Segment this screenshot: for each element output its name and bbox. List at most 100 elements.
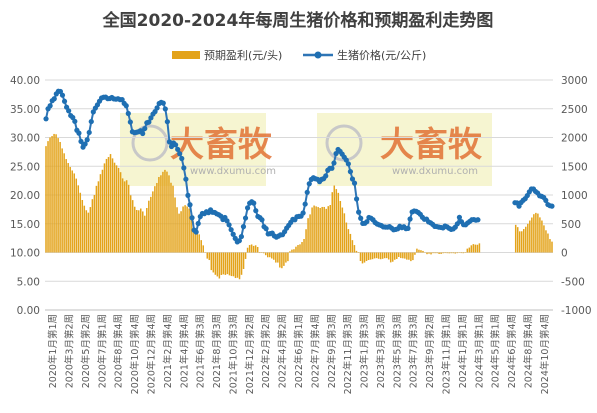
price-point (177, 151, 183, 157)
profit-bar (75, 178, 77, 253)
left-axis-tick-label: 40.00 (10, 75, 40, 87)
profit-bar (164, 169, 166, 253)
profit-bar (69, 167, 71, 253)
profit-bar (156, 182, 158, 253)
profit-bar (81, 200, 84, 253)
price-point (66, 108, 72, 114)
watermark-left-logo (131, 124, 169, 162)
profit-bar (121, 178, 124, 253)
profit-bars (45, 133, 553, 280)
x-axis-tick-label: 2024年6月第4周 (506, 314, 518, 388)
profit-bar (258, 252, 261, 254)
profit-bar (389, 252, 392, 263)
profit-bar (446, 252, 448, 254)
profit-bar (543, 225, 545, 253)
profit-bar (533, 214, 535, 253)
profit-bar (297, 245, 299, 253)
profit-bar (101, 169, 104, 253)
profit-bar (65, 159, 67, 253)
profit-bar (379, 252, 382, 260)
profit-bar (323, 206, 325, 253)
profit-bar (456, 252, 458, 254)
profit-bar (244, 252, 247, 259)
profit-bar (71, 170, 73, 253)
price-point (300, 210, 306, 216)
x-axis-tick-label: 2022年9月第3周 (326, 314, 338, 388)
profit-bar (414, 252, 416, 255)
profit-bar (262, 252, 265, 254)
right-axis-tick-label: 2500 (561, 104, 588, 116)
profit-bar (51, 136, 53, 253)
price-point (142, 125, 148, 132)
profit-bar (168, 175, 170, 253)
profit-bar (295, 246, 297, 253)
profit-bar (402, 252, 404, 259)
profit-bar (428, 252, 430, 254)
price-point (86, 129, 92, 136)
price-point (119, 97, 125, 103)
profit-bar (317, 207, 319, 253)
x-axis-tick-label: 2021年2月第4周 (162, 314, 174, 388)
left-axis-tick-label: 15.00 (10, 219, 40, 231)
profit-bar (365, 252, 368, 262)
profit-bar (472, 244, 475, 253)
price-point (259, 217, 265, 223)
price-point (456, 214, 463, 220)
x-axis-tick-label: 2024年8月第4周 (522, 314, 534, 388)
profit-bar (315, 206, 317, 253)
price-point (160, 100, 166, 106)
left-axis-tick-label: 25.00 (10, 161, 40, 173)
profit-bar (476, 244, 479, 253)
profit-bar (252, 245, 255, 253)
profit-bar (115, 165, 118, 253)
profit-bar (341, 207, 344, 253)
profit-bar (281, 252, 283, 269)
profit-bar (279, 252, 281, 268)
profit-bar (335, 189, 338, 253)
profit-bar (222, 252, 225, 275)
profit-bar (391, 252, 394, 262)
profit-bar (353, 245, 356, 253)
watermark-left-brand: 大畜牧 (170, 125, 273, 165)
x-axis-tick-label: 2021年8月第3周 (211, 314, 223, 388)
profit-bar (212, 252, 215, 273)
profit-bar (254, 245, 257, 253)
price-point (454, 221, 460, 227)
profit-bar (371, 252, 374, 260)
right-axis-tick-label: 1000 (561, 190, 588, 202)
price-point (253, 208, 259, 214)
profit-bar (293, 249, 295, 253)
price-line (43, 88, 555, 245)
profit-bar (412, 252, 414, 261)
right-axis-tick-label: 1500 (561, 161, 588, 173)
profit-bar (363, 252, 366, 263)
right-axis-tick-label: 0 (561, 248, 568, 260)
profit-bar (174, 197, 176, 253)
profit-bar (523, 229, 525, 253)
profit-bar (180, 211, 182, 253)
x-axis-tick-label: 2020年5月第2周 (80, 314, 92, 388)
profit-bar (381, 252, 384, 259)
profit-bar (531, 217, 533, 253)
profit-bar (216, 252, 219, 277)
profit-bar (462, 252, 465, 254)
watermark-right-url: www.dxumu.com (392, 166, 478, 177)
profit-bar (127, 184, 130, 253)
chart-title: 全国2020-2024年每周生猪价格和预期盈利走势图 (102, 10, 494, 31)
profit-bar (313, 205, 315, 253)
profit-bar (426, 252, 428, 255)
right-axis-tick-label: -500 (561, 276, 585, 288)
x-axis: 2020年1月第1周 2020年3月第2周 2020年5月第2周 2020年7月第1周… (45, 309, 553, 394)
profit-bar (422, 250, 424, 253)
profit-bar (539, 217, 541, 253)
left-axis-tick-label: 20.00 (10, 190, 40, 202)
x-axis-tick-label: 2022年11月第3周 (342, 314, 354, 394)
profit-bar (129, 195, 132, 253)
profit-bar (355, 250, 358, 253)
profit-bar (133, 206, 136, 253)
price-point (543, 197, 549, 203)
profit-bar (343, 213, 346, 253)
profit-bar (176, 207, 178, 253)
profit-bar (234, 252, 237, 279)
